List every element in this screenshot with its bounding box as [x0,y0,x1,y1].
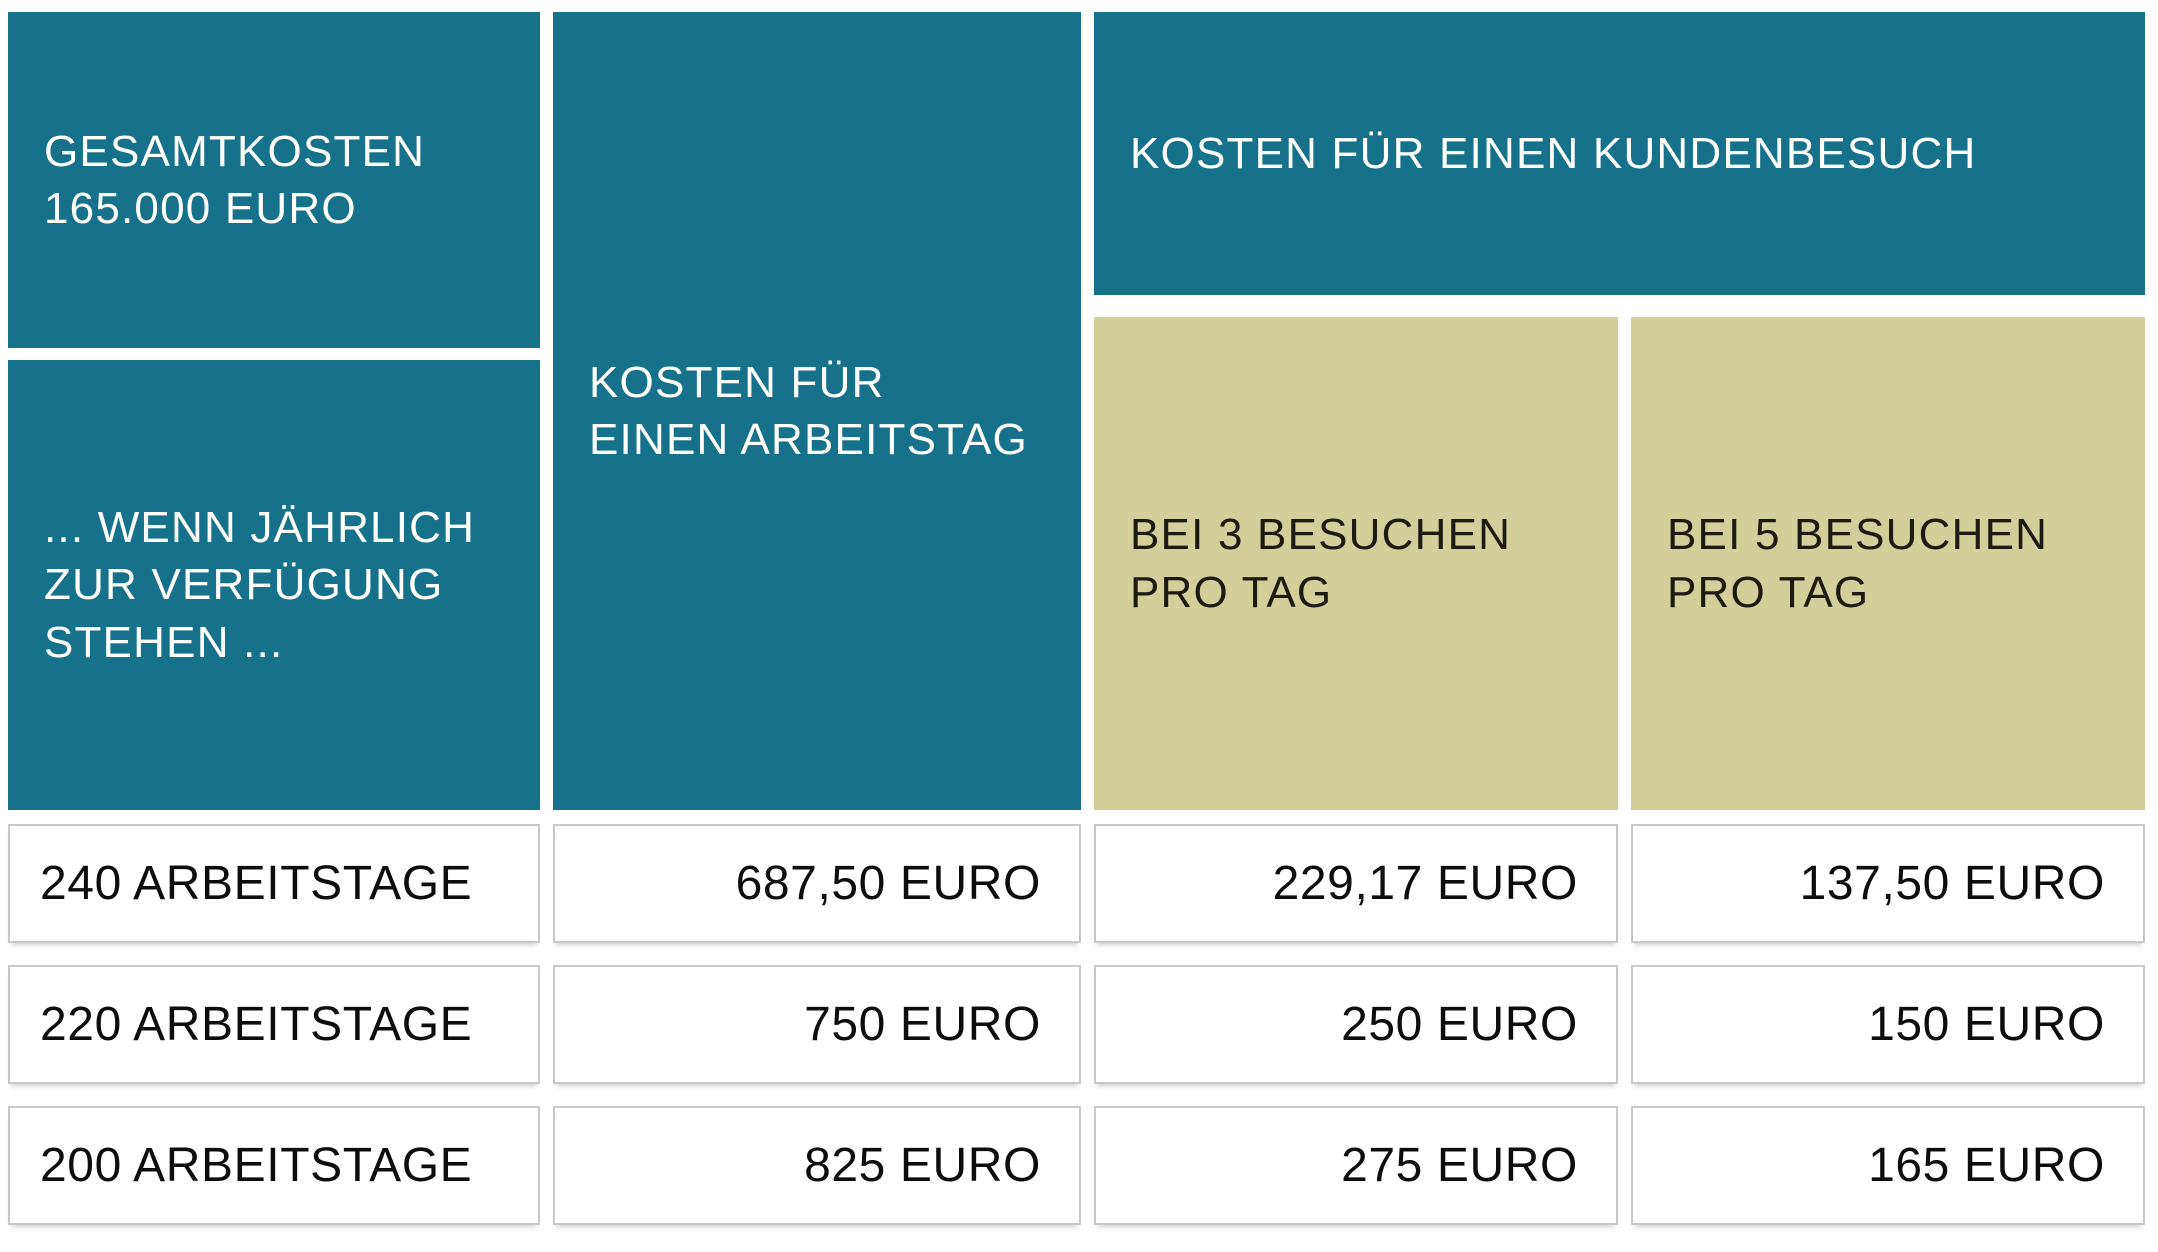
wenn-jaehrlich-line-3: STEHEN ... [44,617,284,667]
column-gesamtkosten: GESAMTKOSTEN 165.000 EURO ... WENN JÄHRL… [8,12,540,810]
cell-kosten-besuch-5: 165 EURO [1631,1106,2145,1225]
cell-kosten-besuch-5: 150 EURO [1631,965,2145,1084]
cell-kosten-besuch-3: 275 EURO [1094,1106,1618,1225]
wenn-jaehrlich-line-2: ZUR VERFÜGUNG [44,560,444,610]
besuche-subheader-row: BEI 3 BESUCHEN PRO TAG BEI 5 BESUCHEN PR… [1094,317,2145,810]
bei-5-besuchen-box: BEI 5 BESUCHEN PRO TAG [1631,317,2145,810]
cell-kosten-besuch-5: 137,50 EURO [1631,824,2145,943]
cell-arbeitstage: 200 ARBEITSTAGE [8,1106,540,1225]
cell-kosten-arbeitstag: 687,50 EURO [553,824,1081,943]
cell-kosten-besuch-3: 250 EURO [1094,965,1618,1084]
cell-arbeitstage: 220 ARBEITSTAGE [8,965,540,1084]
wenn-jaehrlich-box: ... WENN JÄHRLICH ZUR VERFÜGUNG STEHEN .… [8,360,540,810]
wenn-jaehrlich-line-1: ... WENN JÄHRLICH [44,503,476,553]
bei-3-besuchen-line-1: BEI 3 BESUCHEN [1130,510,1512,560]
bei-3-besuchen-box: BEI 3 BESUCHEN PRO TAG [1094,317,1618,810]
kosten-kundenbesuch-header-box: KOSTEN FÜR EINEN KUNDENBESUCH [1094,12,2145,295]
bei-5-besuchen-line-1: BEI 5 BESUCHEN [1667,510,2049,560]
kosten-arbeitstag-header-box: KOSTEN FÜR EINEN ARBEITSTAG [553,12,1081,810]
bei-3-besuchen-text: BEI 3 BESUCHEN PRO TAG [1094,506,1618,620]
cell-arbeitstage: 240 ARBEITSTAGE [8,824,540,943]
header-section: GESAMTKOSTEN 165.000 EURO ... WENN JÄHRL… [8,12,2145,810]
table-row: 200 ARBEITSTAGE 825 EURO 275 EURO 165 EU… [8,1106,2145,1225]
cell-kosten-arbeitstag: 825 EURO [553,1106,1081,1225]
kosten-arbeitstag-line-1: KOSTEN FÜR [589,357,885,407]
table-row: 220 ARBEITSTAGE 750 EURO 250 EURO 150 EU… [8,965,2145,1084]
cell-kosten-besuch-3: 229,17 EURO [1094,824,1618,943]
gesamtkosten-line-1: GESAMTKOSTEN [44,126,426,176]
gesamtkosten-text: GESAMTKOSTEN 165.000 EURO [8,123,540,237]
kosten-kundenbesuch-title: KOSTEN FÜR EINEN KUNDENBESUCH [1130,128,1977,178]
kosten-arbeitstag-text: KOSTEN FÜR EINEN ARBEITSTAG [553,354,1081,468]
wenn-jaehrlich-text: ... WENN JÄHRLICH ZUR VERFÜGUNG STEHEN .… [8,499,540,671]
bei-5-besuchen-text: BEI 5 BESUCHEN PRO TAG [1631,506,2145,620]
table-row: 240 ARBEITSTAGE 687,50 EURO 229,17 EURO … [8,824,2145,943]
bei-3-besuchen-line-2: PRO TAG [1130,567,1333,617]
bei-5-besuchen-line-2: PRO TAG [1667,567,1870,617]
gesamtkosten-line-2: 165.000 EURO [44,184,357,233]
kundenbesuch-group: KOSTEN FÜR EINEN KUNDENBESUCH BEI 3 BESU… [1094,12,2145,810]
gesamtkosten-box: GESAMTKOSTEN 165.000 EURO [8,12,540,348]
cell-kosten-arbeitstag: 750 EURO [553,965,1081,1084]
kosten-arbeitstag-line-2: EINEN ARBEITSTAG [589,415,1028,464]
